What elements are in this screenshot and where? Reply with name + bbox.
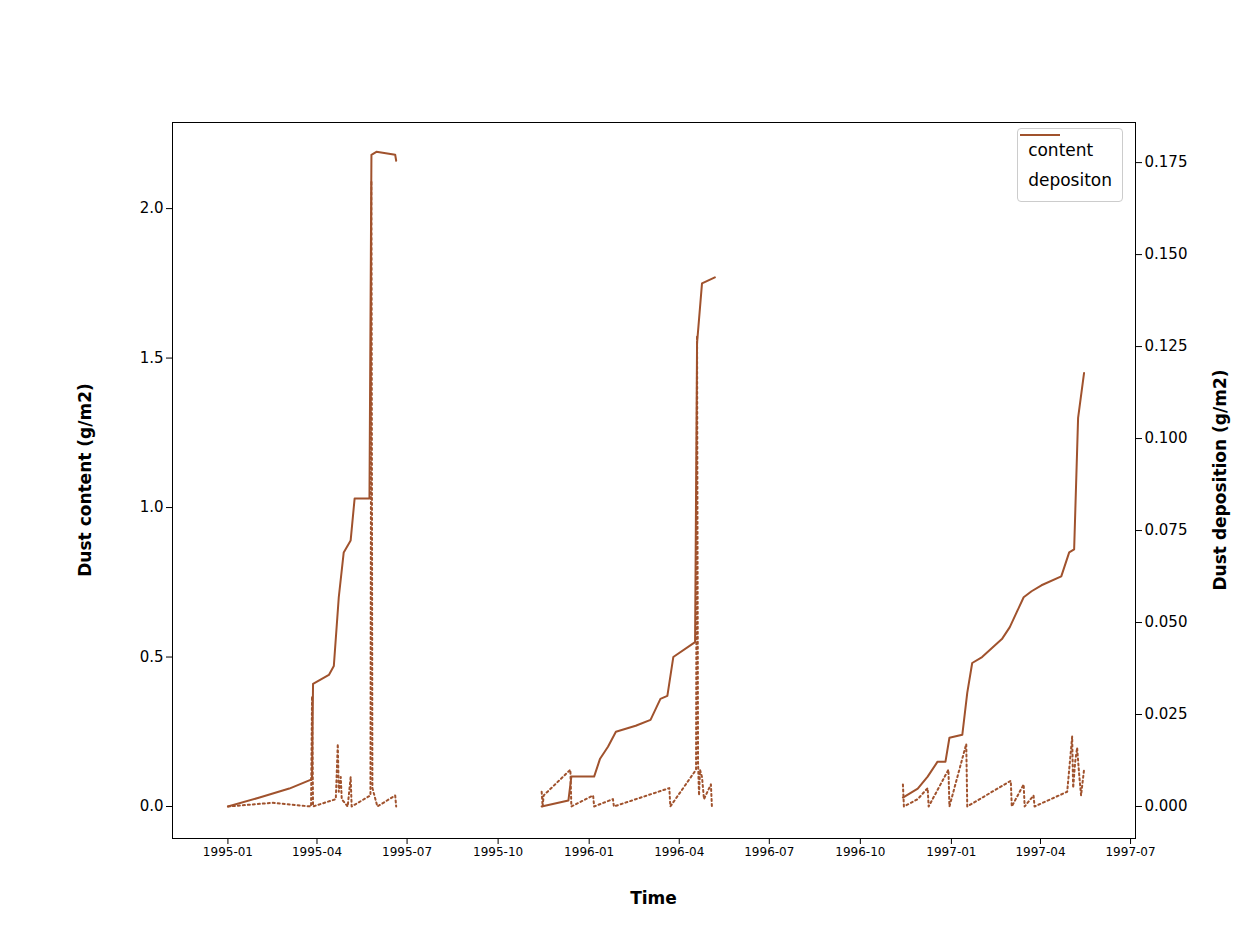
html-text:Dust content (g/m2): Dust content (g/m2) bbox=[75, 383, 95, 577]
svg-text:0.025: 0.025 bbox=[1145, 705, 1188, 723]
svg-text:1996-01: 1996-01 bbox=[564, 845, 614, 859]
svg-text:1997-07: 1997-07 bbox=[1105, 845, 1155, 859]
svg-text:1997-01: 1997-01 bbox=[926, 845, 976, 859]
svg-text:1995-01: 1995-01 bbox=[203, 845, 253, 859]
svg-text:0.5: 0.5 bbox=[140, 648, 164, 666]
svg-text:1996-07: 1996-07 bbox=[744, 845, 794, 859]
svg-text:1996-04: 1996-04 bbox=[654, 845, 704, 859]
svg-text:0.100: 0.100 bbox=[1145, 429, 1188, 447]
svg-text:0.175: 0.175 bbox=[1145, 153, 1188, 171]
svg-text:1995-04: 1995-04 bbox=[292, 845, 342, 859]
html-text:Dust deposition (g/m2): Dust deposition (g/m2) bbox=[1210, 369, 1230, 591]
svg-text:0.075: 0.075 bbox=[1145, 521, 1188, 539]
svg-text:0.125: 0.125 bbox=[1145, 337, 1188, 355]
svg-text:1.0: 1.0 bbox=[140, 498, 164, 516]
svg-text:0.150: 0.150 bbox=[1145, 245, 1188, 263]
svg-text:0.050: 0.050 bbox=[1145, 613, 1188, 631]
svg-text:1995-07: 1995-07 bbox=[382, 845, 432, 859]
svg-text:2.0: 2.0 bbox=[140, 199, 164, 217]
html-text:depositon: depositon bbox=[1028, 170, 1112, 190]
svg-text:1995-10: 1995-10 bbox=[473, 845, 523, 859]
html-text:Time: Time bbox=[630, 888, 677, 908]
svg-text:1997-04: 1997-04 bbox=[1015, 845, 1065, 859]
html-text:content: content bbox=[1028, 140, 1094, 160]
svg-text:0.000: 0.000 bbox=[1145, 797, 1188, 815]
svg-text:1996-10: 1996-10 bbox=[835, 845, 885, 859]
svg-text:0.0: 0.0 bbox=[140, 797, 164, 815]
svg-text:1.5: 1.5 bbox=[140, 349, 164, 367]
